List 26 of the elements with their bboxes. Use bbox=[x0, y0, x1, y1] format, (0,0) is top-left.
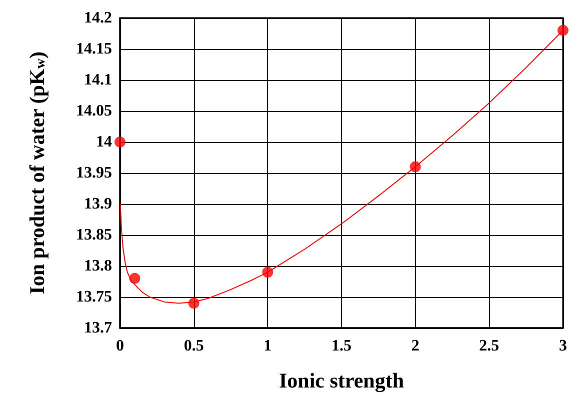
y-axis-title: Ion product of water (pKw) bbox=[25, 51, 49, 294]
point bbox=[410, 161, 421, 172]
x-axis-title: Ionic strength bbox=[278, 368, 404, 392]
y-tick-label: 13.8 bbox=[84, 258, 112, 274]
point bbox=[558, 24, 568, 36]
y-tick-label: 14.05 bbox=[76, 102, 112, 120]
y-tick-label: 13.85 bbox=[76, 226, 112, 244]
point bbox=[129, 272, 140, 284]
x-tick-label: 0 bbox=[116, 338, 124, 354]
point bbox=[262, 266, 274, 278]
y-tick-label: 13.9 bbox=[84, 196, 112, 212]
x-tick-label: 2.5 bbox=[479, 338, 500, 354]
x-tick-label: 1.5 bbox=[332, 338, 352, 354]
point bbox=[188, 298, 200, 309]
point bbox=[114, 136, 126, 148]
x-tick-label: 0.5 bbox=[184, 338, 204, 354]
y-tick-label: 13.75 bbox=[76, 288, 112, 306]
y-tick-label: 13.95 bbox=[76, 164, 112, 182]
y-tick-label: 14 bbox=[96, 134, 112, 150]
y-tick-label: 14.15 bbox=[76, 40, 112, 58]
y-tick-label: 14.1 bbox=[84, 72, 112, 88]
x-tick-label: 2 bbox=[411, 338, 420, 354]
y-tick-label: 13.7 bbox=[84, 320, 112, 336]
x-tick-label: 1 bbox=[264, 338, 272, 354]
y-tick-label: 14.2 bbox=[84, 10, 112, 26]
x-tick-label: 3 bbox=[559, 338, 567, 354]
